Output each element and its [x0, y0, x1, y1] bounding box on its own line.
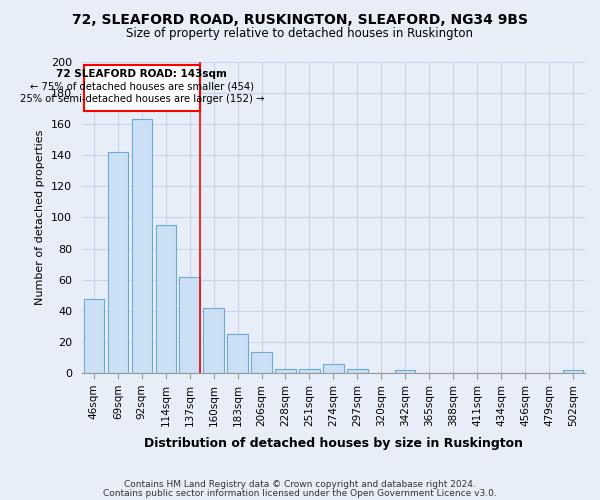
Bar — [179, 276, 200, 374]
Bar — [83, 298, 104, 374]
Text: 25% of semi-detached houses are larger (152) →: 25% of semi-detached houses are larger (… — [20, 94, 264, 104]
Bar — [323, 364, 344, 374]
Bar — [275, 368, 296, 374]
Bar — [395, 370, 415, 374]
Text: ← 75% of detached houses are smaller (454): ← 75% of detached houses are smaller (45… — [30, 82, 254, 92]
Bar — [107, 152, 128, 374]
Y-axis label: Number of detached properties: Number of detached properties — [35, 130, 46, 305]
X-axis label: Distribution of detached houses by size in Ruskington: Distribution of detached houses by size … — [144, 437, 523, 450]
Bar — [251, 352, 272, 374]
Bar — [227, 334, 248, 374]
Bar — [203, 308, 224, 374]
Bar — [84, 64, 200, 112]
Text: 72 SLEAFORD ROAD: 143sqm: 72 SLEAFORD ROAD: 143sqm — [56, 70, 227, 80]
Text: Contains HM Land Registry data © Crown copyright and database right 2024.: Contains HM Land Registry data © Crown c… — [124, 480, 476, 489]
Bar — [347, 368, 368, 374]
Text: 72, SLEAFORD ROAD, RUSKINGTON, SLEAFORD, NG34 9BS: 72, SLEAFORD ROAD, RUSKINGTON, SLEAFORD,… — [72, 12, 528, 26]
Bar — [299, 368, 320, 374]
Bar — [563, 370, 583, 374]
Text: Size of property relative to detached houses in Ruskington: Size of property relative to detached ho… — [127, 28, 473, 40]
Bar — [131, 119, 152, 374]
Bar — [155, 225, 176, 374]
Text: Contains public sector information licensed under the Open Government Licence v3: Contains public sector information licen… — [103, 488, 497, 498]
